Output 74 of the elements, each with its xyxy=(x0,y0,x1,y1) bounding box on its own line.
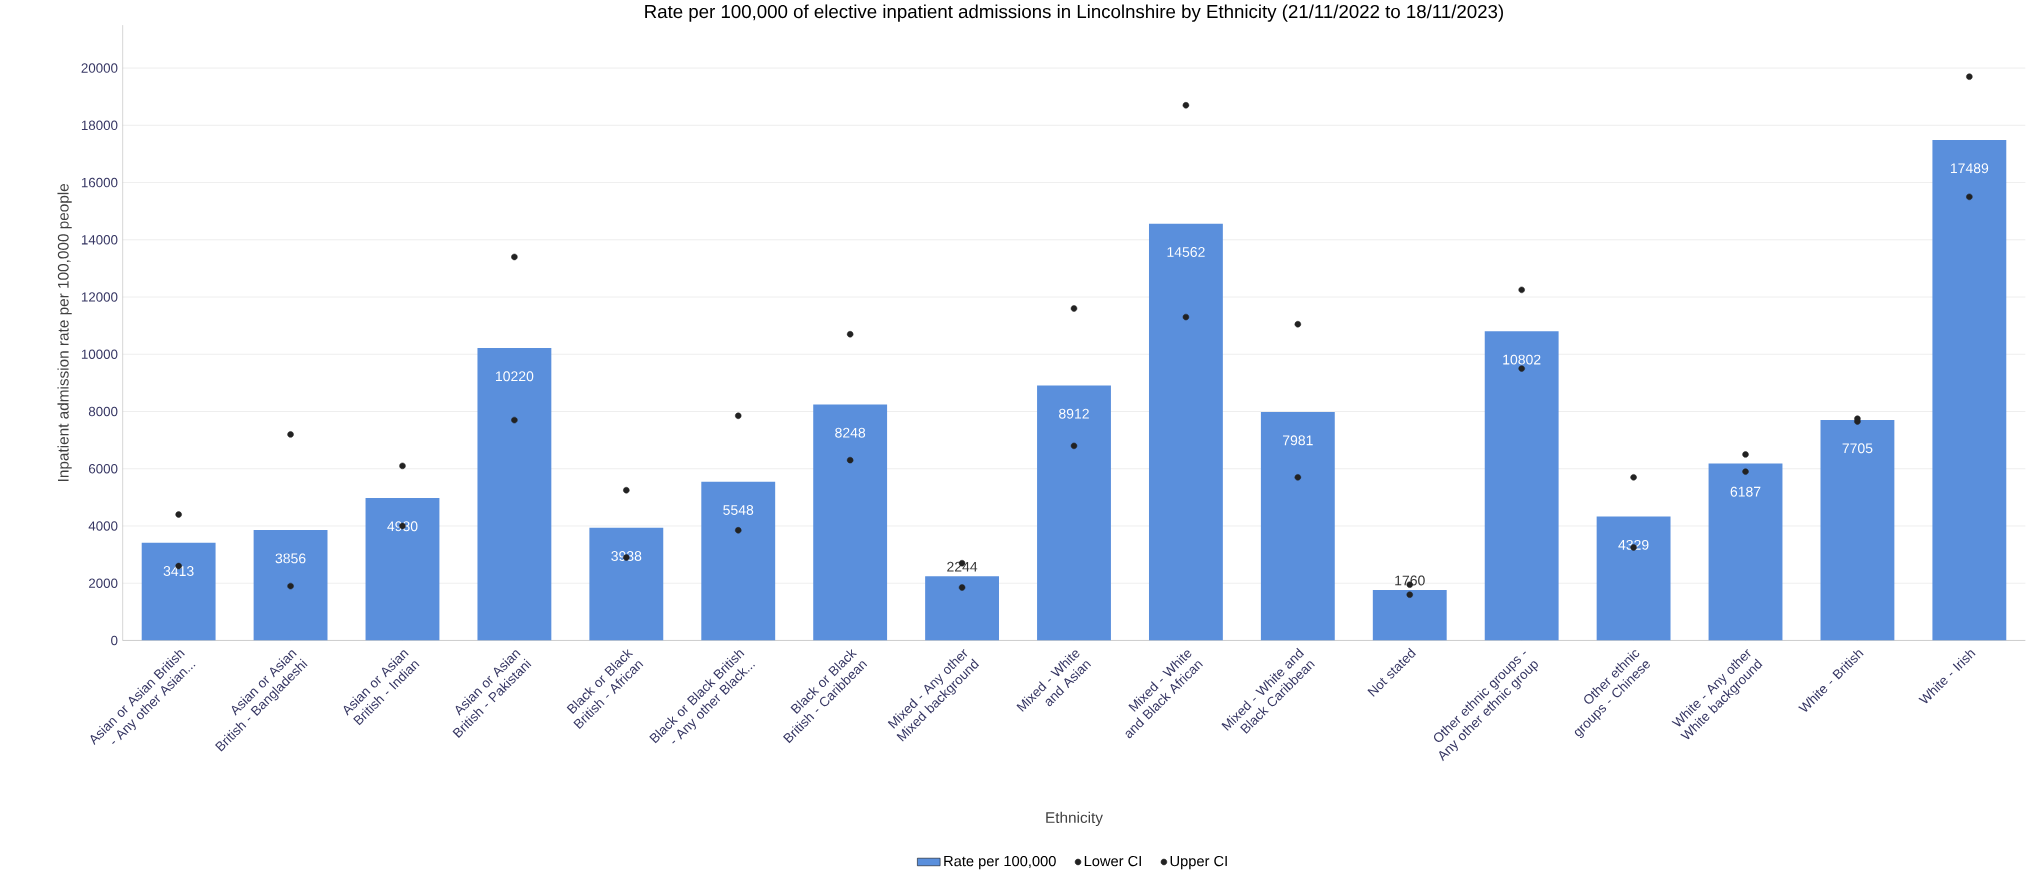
bar xyxy=(141,542,216,641)
y-tick-label: 2000 xyxy=(88,578,118,589)
point xyxy=(1294,321,1302,328)
point xyxy=(735,412,742,420)
point xyxy=(511,253,518,261)
point xyxy=(1070,442,1078,450)
data-label: 2244 xyxy=(947,561,978,572)
data-label: 3413 xyxy=(163,566,194,577)
y-tick-label: 4000 xyxy=(88,521,118,531)
bar xyxy=(1932,140,2007,641)
bar xyxy=(813,404,888,641)
bar xyxy=(365,498,440,641)
point xyxy=(1966,193,1973,201)
point xyxy=(511,416,518,424)
point xyxy=(175,511,182,518)
legend-label: Lower CI xyxy=(1084,855,1141,867)
point xyxy=(1294,474,1302,481)
bar xyxy=(1260,412,1335,641)
legend-label: Upper CI xyxy=(1170,855,1227,870)
bar xyxy=(925,576,1000,641)
data-label: 10802 xyxy=(1503,354,1541,365)
y-tick-label: 14000 xyxy=(81,235,118,245)
point xyxy=(846,331,854,338)
point xyxy=(287,582,294,590)
point xyxy=(1518,286,1525,294)
point xyxy=(1182,102,1190,109)
point xyxy=(1406,591,1413,598)
point xyxy=(846,457,854,464)
point xyxy=(958,584,966,591)
point xyxy=(735,527,742,534)
y-tick-label: 12000 xyxy=(81,292,118,302)
y-tick-label: 10000 xyxy=(81,349,118,360)
point xyxy=(1518,365,1525,372)
data-label: 14562 xyxy=(1167,247,1205,258)
data-label: 3856 xyxy=(275,553,306,564)
data-label: 7981 xyxy=(1282,435,1313,446)
y-axis-title: Inpatient admission rate per 100,000 people xyxy=(57,184,72,482)
legend-label: Rate per 100,000 xyxy=(944,855,1056,870)
bar xyxy=(1148,223,1223,641)
data-label: 17489 xyxy=(1950,163,1989,174)
point xyxy=(1742,468,1749,475)
data-label: 8248 xyxy=(835,427,866,438)
bar xyxy=(1484,331,1559,641)
bar xyxy=(477,348,552,641)
point xyxy=(1630,474,1637,481)
bar xyxy=(701,481,776,641)
x-axis-title: Ethnicity xyxy=(1046,811,1103,827)
y-tick-label: 16000 xyxy=(81,177,118,188)
point xyxy=(287,431,294,438)
data-label: 7705 xyxy=(1842,443,1873,454)
bar xyxy=(1596,516,1671,641)
data-label: 10220 xyxy=(496,371,534,382)
point xyxy=(1966,73,1973,80)
point xyxy=(1742,451,1749,458)
bar xyxy=(253,530,328,641)
point xyxy=(623,487,630,494)
bar xyxy=(589,527,664,641)
y-tick-label: 6000 xyxy=(88,464,118,474)
point xyxy=(1182,313,1190,321)
y-tick-label: 0 xyxy=(111,635,118,646)
point xyxy=(1070,305,1078,312)
bar xyxy=(1820,420,1895,641)
chart-title: Rate per 100,000 of elective inpatient admissions in Lincolnshire by Ethnicity (21/11/2022 to 18/11/2023) xyxy=(645,4,1503,22)
data-label: 1760 xyxy=(1395,575,1425,586)
data-label: 6187 xyxy=(1730,486,1761,497)
y-tick-label: 8000 xyxy=(88,406,118,417)
y-tick-label: 18000 xyxy=(81,120,118,131)
data-label: 8912 xyxy=(1059,408,1089,419)
bar xyxy=(1708,463,1783,641)
y-tick-label: 20000 xyxy=(81,63,118,73)
data-label: 5548 xyxy=(723,505,754,516)
bar xyxy=(1037,385,1111,641)
point xyxy=(399,462,406,470)
bar xyxy=(1372,590,1447,641)
